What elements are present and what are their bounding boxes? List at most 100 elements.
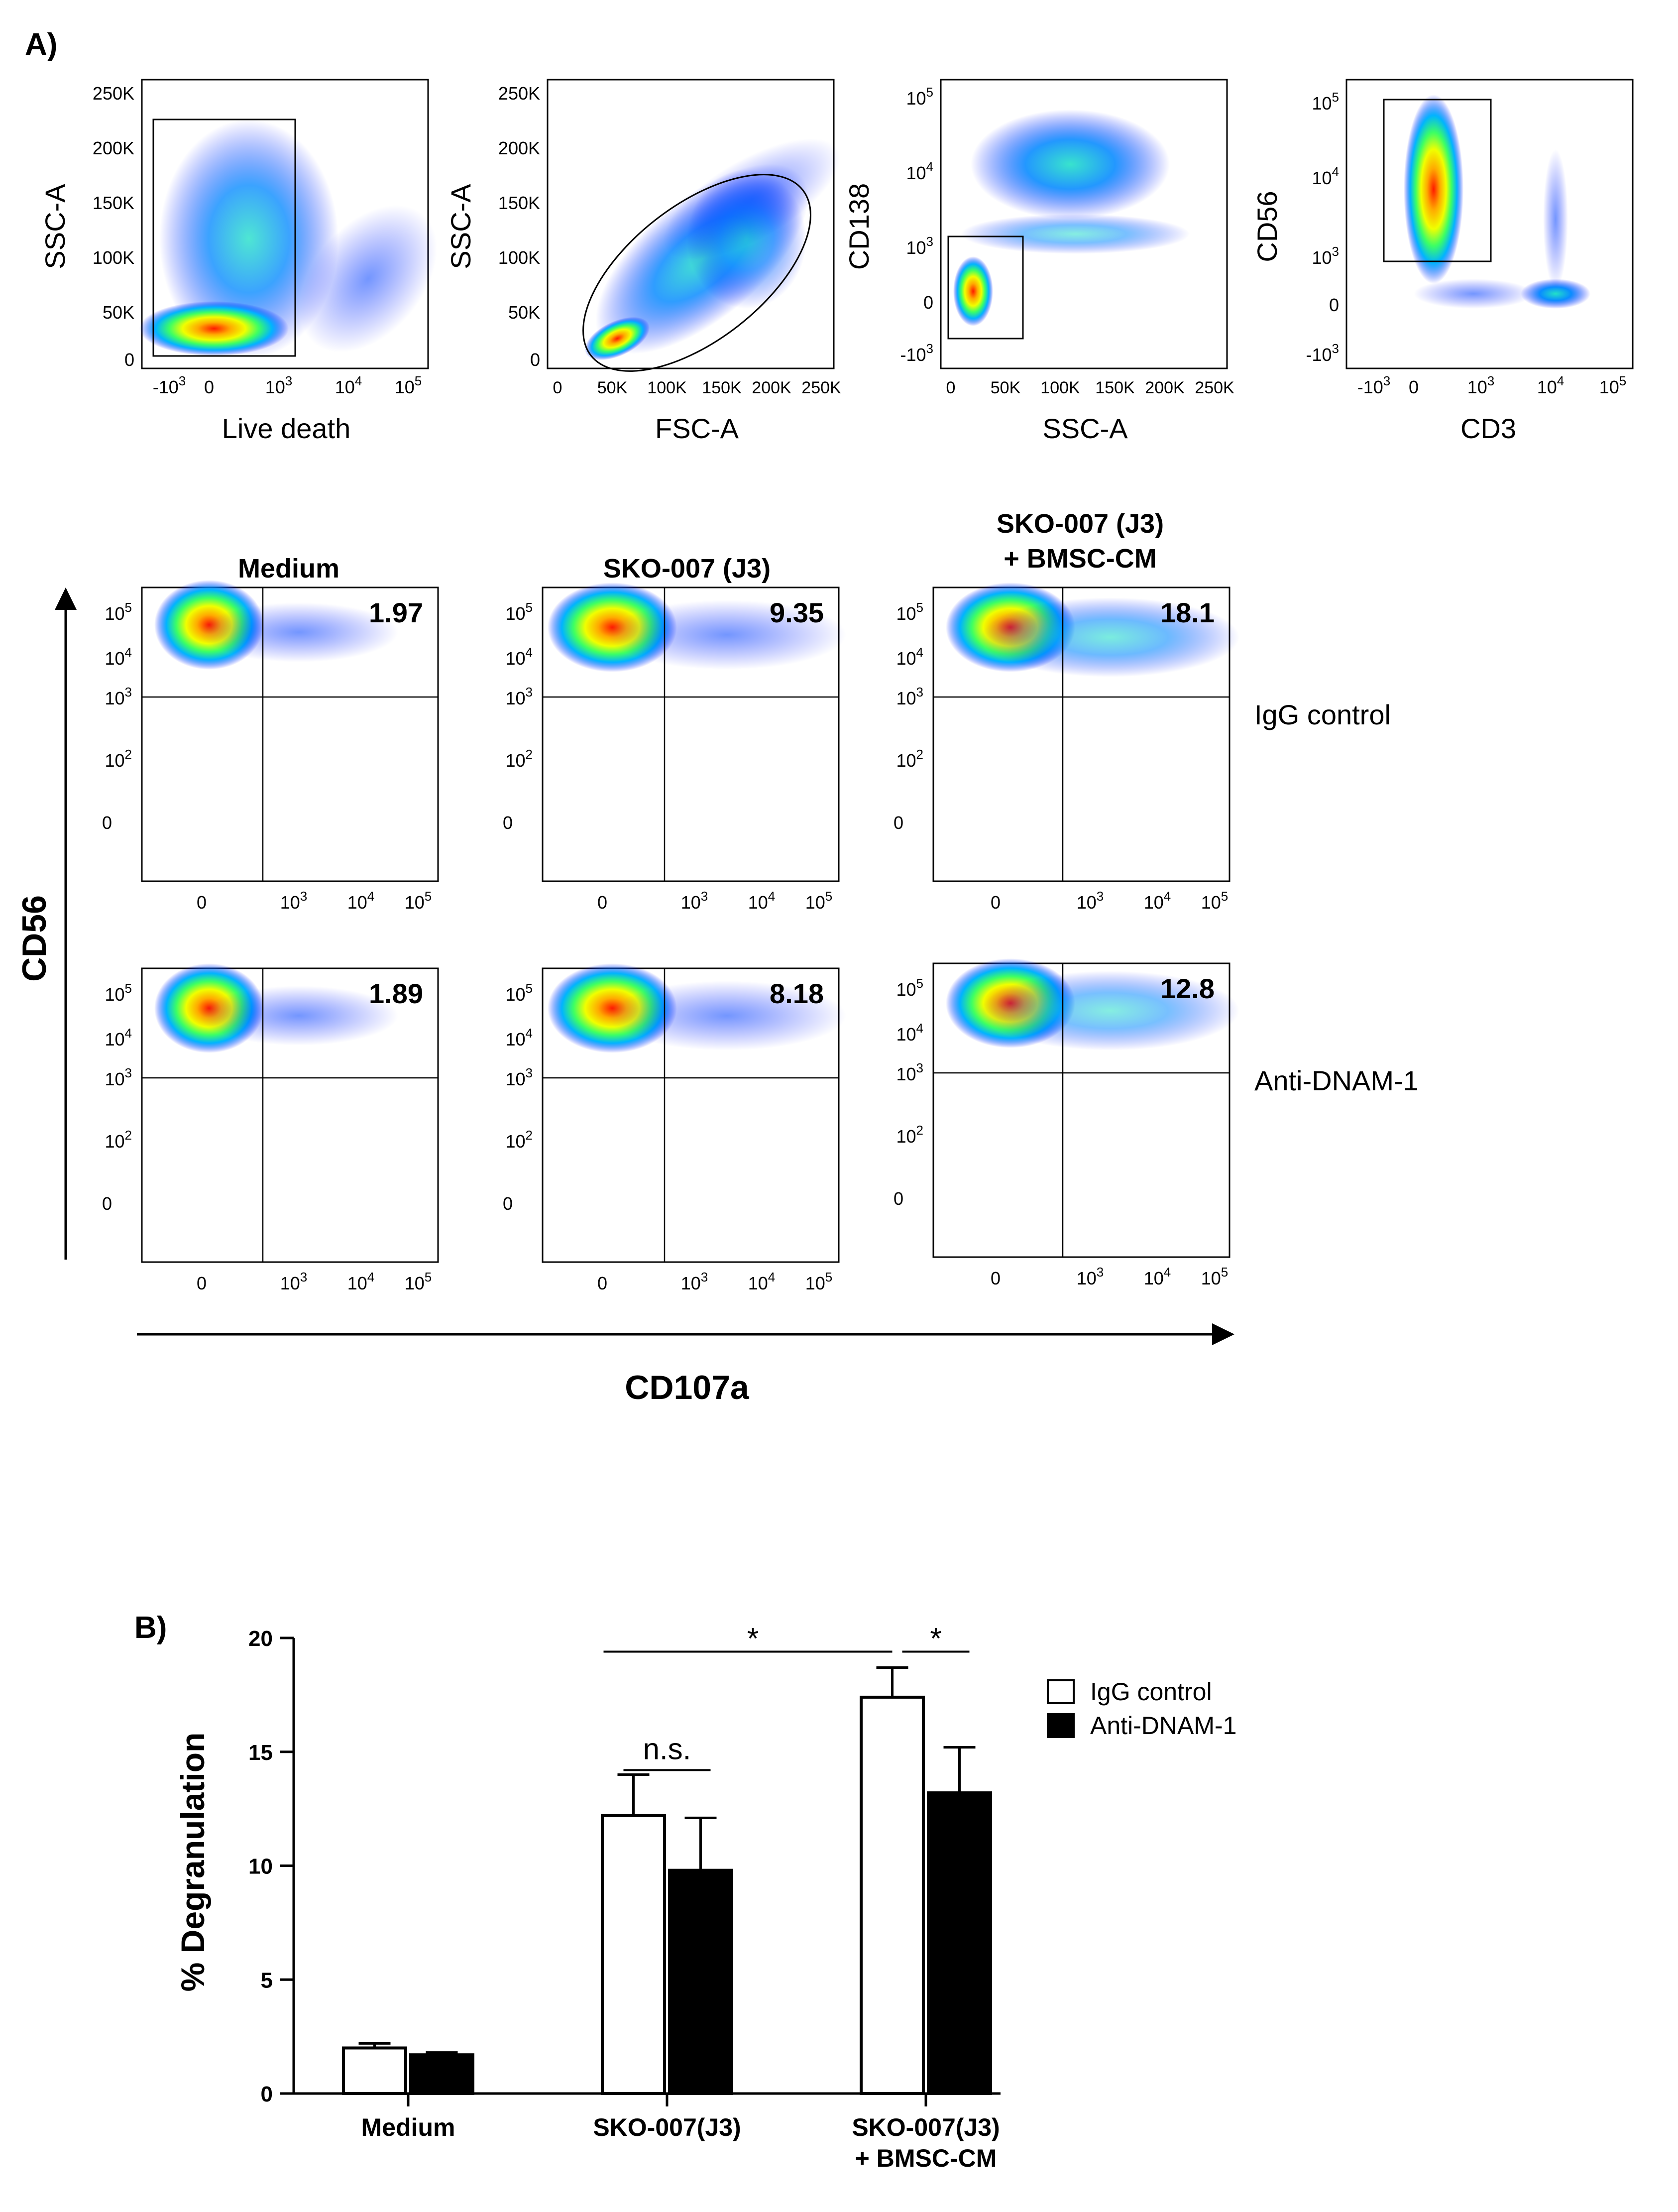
- ytick: 150K: [93, 193, 134, 213]
- ytick: 150K: [498, 193, 540, 213]
- row-label-anti-dnam: Anti-DNAM-1: [1254, 1065, 1419, 1096]
- gate-rectangle: [152, 118, 296, 357]
- xtick: 0: [1409, 377, 1419, 397]
- column-title-sko-bmsc: SKO-007 (J3): [997, 509, 1164, 539]
- gating-ylabel-4: CD56: [1251, 191, 1283, 262]
- x-tick-label: SKO-007(J3): [852, 2113, 1000, 2141]
- gating-plot-3: CD138 SSC-A 105 104 103 0 -103 0 50K 100…: [843, 79, 1234, 444]
- x-tick-label: + BMSC-CM: [855, 2144, 997, 2172]
- ytick: 250K: [93, 83, 134, 104]
- y-tick-label: 20: [248, 1627, 273, 1651]
- panel-b-label: B): [134, 1611, 167, 1645]
- xtick: 0: [991, 1268, 1001, 1288]
- bar-annotations: n.s. * *: [603, 1622, 970, 1771]
- xtick: 105: [395, 373, 422, 397]
- ytick: 0: [530, 349, 540, 370]
- quadrant-plot-r2-c1: 1.89: [141, 963, 439, 1263]
- bar: [409, 2053, 474, 2096]
- gating-xlabel-3: SSC-A: [1042, 413, 1128, 444]
- column-title-medium: Medium: [238, 554, 339, 583]
- gating-xlabel-1: Live death: [222, 413, 350, 444]
- ytick: 0: [102, 813, 112, 833]
- bar-marks: [342, 1666, 992, 2096]
- x-axis-title-cd107a: CD107a: [625, 1369, 750, 1406]
- y-tick-label: 15: [248, 1741, 273, 1765]
- ytick: 103: [105, 1065, 132, 1089]
- xtick: 104: [1144, 1265, 1171, 1288]
- significance-label: *: [930, 1622, 941, 1655]
- ytick: 102: [105, 1128, 132, 1152]
- quadrant-plot-r1-c1: 1.97: [141, 580, 439, 882]
- xtick: 105: [805, 889, 833, 913]
- ytick: 0: [1329, 295, 1339, 315]
- xtick: 0: [553, 378, 562, 397]
- ytick: 105: [906, 85, 933, 109]
- ytick: 104: [505, 645, 533, 669]
- xtick: 104: [748, 1270, 776, 1293]
- bar: [342, 2046, 407, 2095]
- xtick: 0: [204, 377, 214, 397]
- x-arrowhead: [1212, 1323, 1234, 1345]
- gating-xlabel-4: CD3: [1460, 413, 1516, 444]
- xtick: 103: [280, 1270, 308, 1293]
- ytick: 104: [1312, 164, 1339, 188]
- ytick: 105: [105, 600, 132, 624]
- xtick: 103: [1077, 1265, 1104, 1288]
- xtick: 103: [681, 889, 708, 913]
- ytick: 105: [105, 981, 132, 1005]
- ytick: 102: [505, 1128, 533, 1152]
- ytick: 102: [505, 747, 533, 771]
- xtick: 105: [1201, 1265, 1229, 1288]
- bar-chart: % Degranulation 0 5 10 15 20 Medium SKO-007(J3…: [174, 1622, 1236, 2172]
- xtick: 0: [197, 892, 207, 913]
- y-axis-title-cd56: CD56: [15, 895, 53, 982]
- y-tick-label: 5: [261, 1968, 273, 1992]
- ytick: 103: [105, 685, 132, 708]
- ytick: 200K: [93, 138, 134, 158]
- xtick: 105: [405, 1270, 432, 1293]
- ytick: 0: [923, 292, 933, 313]
- percentage-label: 1.97: [369, 597, 423, 628]
- xtick: 200K: [1145, 378, 1185, 397]
- xtick: 0: [197, 1273, 207, 1293]
- bar-axes: 0 5 10 15 20 Medium SKO-007(J3) SKO-007(J3) + BM…: [248, 1627, 1001, 2172]
- percentage-label: 18.1: [1160, 597, 1215, 628]
- ytick: 104: [896, 645, 923, 669]
- ytick: 250K: [498, 83, 540, 104]
- gate-rectangle: [1383, 99, 1492, 262]
- xtick: 104: [748, 889, 776, 913]
- ytick: 104: [896, 1021, 923, 1045]
- ytick: 105: [505, 981, 533, 1005]
- bar: [668, 1868, 733, 2095]
- xtick: 105: [1201, 889, 1229, 913]
- bar: [860, 1695, 925, 2095]
- bar: [927, 1791, 992, 2096]
- ytick: 0: [124, 349, 134, 370]
- percentage-label: 12.8: [1160, 973, 1215, 1004]
- gating-ylabel-2: SSC-A: [445, 184, 476, 269]
- xtick: 100K: [1040, 378, 1080, 397]
- gating-ylabel-3: CD138: [843, 183, 875, 270]
- xtick: 0: [946, 378, 956, 397]
- xtick: 200K: [752, 378, 791, 397]
- ytick: 105: [896, 600, 923, 624]
- ytick: 102: [896, 1123, 923, 1147]
- bar-ylabel: % Degranulation: [174, 1733, 211, 1992]
- gating-plot-2: SSC-A FSC-A 250K 200K 150K 100K 50K 0 0 …: [445, 79, 841, 444]
- xtick: 103: [1467, 373, 1495, 397]
- xtick: 50K: [991, 378, 1021, 397]
- ytick: 50K: [103, 302, 134, 323]
- percentage-label: 9.35: [770, 597, 824, 628]
- ytick: -103: [900, 341, 934, 365]
- column-title-sko: SKO-007 (J3): [603, 554, 771, 583]
- y-tick-label: 0: [261, 2082, 273, 2106]
- row-label-igg: IgG control: [1254, 699, 1391, 730]
- xtick: 105: [805, 1270, 833, 1293]
- y-arrowhead: [55, 587, 77, 610]
- panel-a-label: A): [25, 27, 57, 62]
- xtick: 104: [347, 1270, 375, 1293]
- xtick: 104: [1144, 889, 1171, 913]
- ytick: 103: [505, 685, 533, 708]
- x-tick-label: SKO-007(J3): [593, 2113, 741, 2141]
- quadrant-plot-r2-c3: 12.8: [932, 958, 1239, 1258]
